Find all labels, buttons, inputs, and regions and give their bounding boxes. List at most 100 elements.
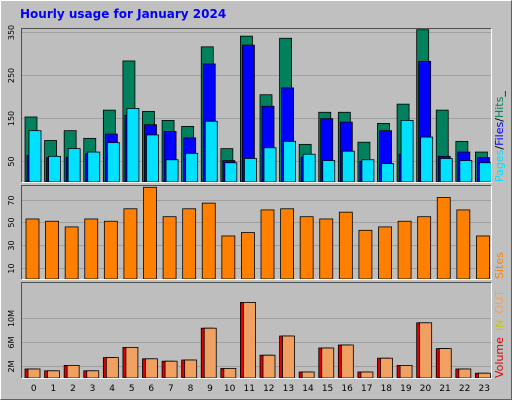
out-bar [340, 344, 354, 379]
sites-bar [319, 218, 334, 280]
sites-bar [260, 209, 275, 280]
x-tick-label: 22 [459, 384, 470, 394]
top-axis-label-part: Hits [493, 96, 506, 118]
pages-bar [28, 130, 42, 183]
x-tick-label: 13 [283, 384, 294, 394]
top-axis-label-part: Files [493, 121, 506, 145]
x-tick-label: 18 [381, 384, 393, 394]
sites-bar [182, 208, 197, 280]
chart-title: Hourly usage for January 2024 [20, 7, 226, 21]
x-tick-label: 11 [243, 384, 254, 394]
x-tick-label: 15 [322, 384, 333, 394]
out-bar [164, 360, 178, 379]
middle-panel-axis-label: Sites [493, 252, 506, 279]
top-axis-label-part: / [493, 146, 506, 150]
pages-bar [341, 150, 355, 183]
top-axis-label-part: / [493, 118, 506, 122]
sites-bar [476, 235, 490, 280]
sites-bar [378, 226, 392, 280]
top-panel-tick-label: 150 [7, 111, 16, 126]
sites-bar [338, 211, 353, 280]
top-axis-label-part: Pages [493, 149, 506, 182]
pages-bar [459, 160, 473, 183]
x-tick-label: 19 [400, 384, 412, 394]
pages-bar [302, 153, 316, 183]
middle-panel-tick-label: 50 [7, 217, 16, 227]
out-bar [360, 371, 374, 379]
x-tick-label: 14 [302, 384, 314, 394]
out-bar [125, 346, 139, 379]
sites-bar [299, 216, 314, 280]
pages-bar [263, 147, 277, 183]
pages-bar [224, 162, 238, 183]
out-bar [262, 354, 276, 379]
out-bar [145, 358, 158, 379]
pages-bar [322, 160, 336, 183]
middle-axis-label-part: Sites [493, 252, 506, 279]
x-tick-label: 2 [70, 384, 76, 394]
top-panel-border-dark [21, 28, 492, 183]
out-bar [243, 301, 256, 379]
out-bar [27, 368, 41, 379]
middle-panel-border-light [21, 185, 492, 280]
pages-bar [361, 159, 375, 183]
pages-bar [420, 136, 434, 183]
sites-bar [123, 208, 138, 280]
out-bar [66, 364, 80, 379]
out-bar [86, 370, 100, 379]
x-tick-label: 20 [420, 384, 432, 394]
bottom-axis-label-part: Volume [493, 337, 506, 378]
pages-bar [400, 120, 414, 183]
sites-bar [64, 226, 79, 280]
out-bar [380, 357, 393, 379]
pages-bar [479, 162, 492, 183]
sites-bar [103, 220, 118, 280]
x-tick-label: 1 [51, 384, 57, 394]
x-tick-label: 3 [90, 384, 96, 394]
sites-bar [358, 229, 373, 280]
pages-bar [67, 148, 81, 183]
middle-panel-tick-label: 70 [7, 195, 16, 205]
sites-bar [436, 197, 451, 280]
sites-bar [397, 220, 412, 280]
x-tick-label: 23 [478, 384, 489, 394]
top-panel-tick-label: 350 [7, 25, 16, 40]
bottom-panel-border-light [21, 282, 492, 379]
out-bar [438, 348, 452, 379]
pages-bar [165, 159, 179, 183]
out-bar [47, 370, 60, 379]
out-bar [223, 367, 237, 379]
sites-bar [241, 232, 255, 280]
sites-bar [221, 235, 236, 280]
pages-bar [126, 108, 140, 183]
x-tick-label: 21 [439, 384, 450, 394]
sites-bar [417, 216, 432, 280]
bottom-axis-label-part: IN [493, 320, 506, 331]
bottom-axis-label-part: OUT [493, 290, 506, 314]
out-bar [321, 347, 335, 379]
sites-bar [45, 220, 59, 280]
middle-panel-border-dark [21, 185, 492, 280]
out-bar [105, 357, 119, 379]
sites-bar [201, 202, 216, 280]
top-axis-label-part: _ [493, 91, 506, 98]
x-tick-label: 16 [341, 384, 353, 394]
sites-bar [143, 186, 157, 280]
sites-bar [162, 216, 177, 280]
sites-bar [280, 208, 294, 280]
middle-panel-tick-label: 10 [7, 263, 16, 273]
out-bar [282, 335, 295, 379]
pages-bar [283, 140, 296, 183]
middle-panel-tick-label: 30 [7, 240, 16, 250]
x-tick-label: 12 [263, 384, 274, 394]
x-tick-label: 8 [188, 384, 194, 394]
out-bar [419, 322, 433, 379]
x-tick-label: 10 [224, 384, 236, 394]
pages-bar [381, 163, 394, 183]
out-bar [399, 364, 413, 379]
x-tick-label: 4 [109, 384, 115, 394]
bottom-panel-border-dark [21, 282, 492, 379]
